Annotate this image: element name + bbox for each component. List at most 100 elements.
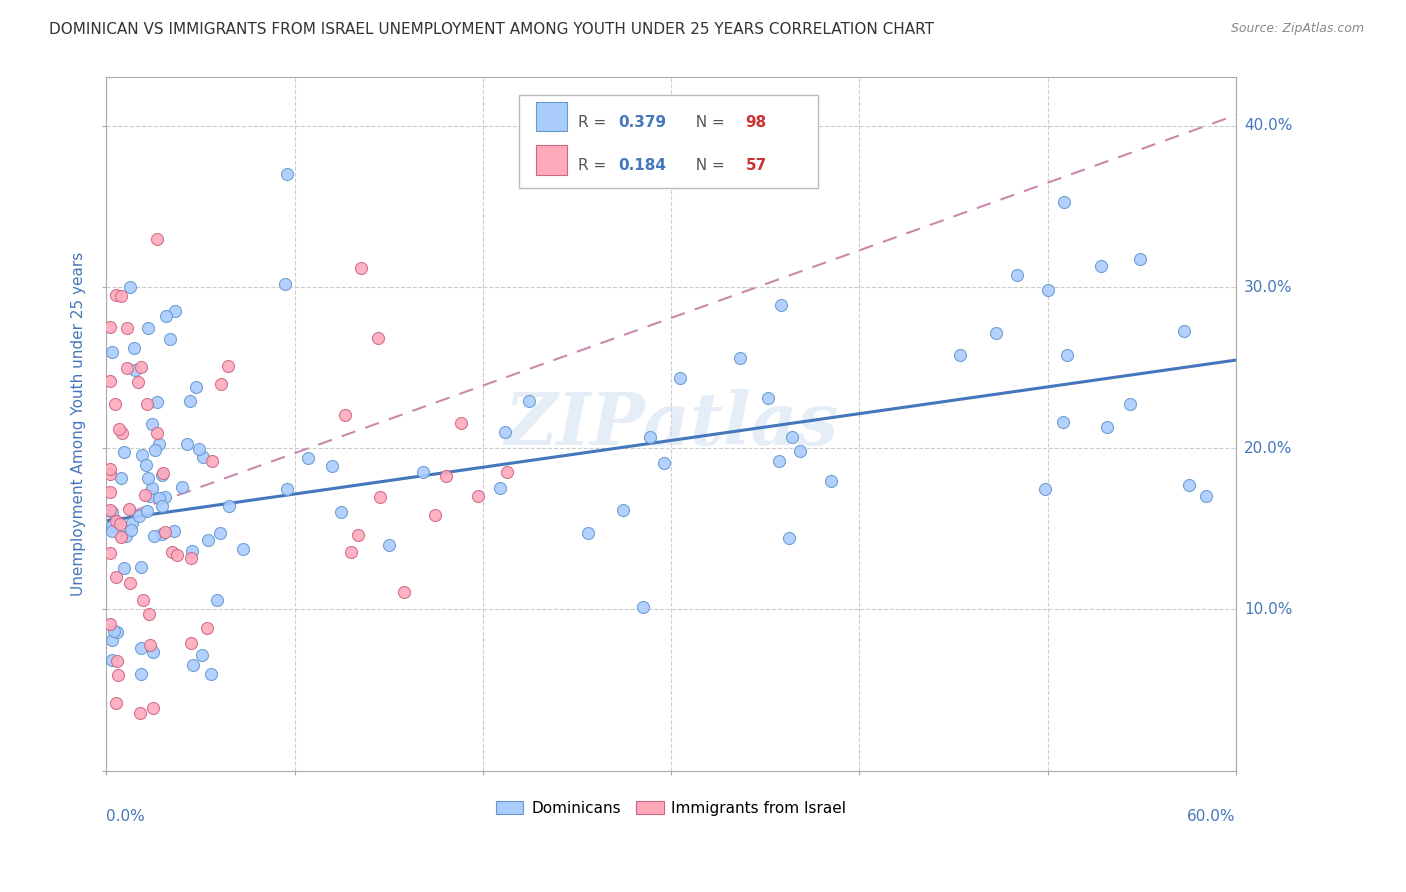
Point	[232, 541, 254, 556]
Point	[188, 442, 211, 456]
Point	[129, 560, 152, 574]
Point	[104, 397, 127, 411]
Point	[1129, 252, 1152, 267]
Text: 57: 57	[745, 159, 766, 173]
Point	[276, 167, 298, 181]
Text: 0.184: 0.184	[619, 159, 666, 173]
Point	[274, 277, 297, 291]
Legend: Dominicans, Immigrants from Israel: Dominicans, Immigrants from Israel	[489, 795, 852, 822]
FancyBboxPatch shape	[519, 95, 818, 188]
Point	[350, 260, 373, 275]
Text: 0.379: 0.379	[619, 115, 666, 130]
Point	[105, 625, 128, 640]
Point	[142, 529, 165, 543]
Point	[949, 348, 972, 362]
Point	[180, 635, 202, 649]
Point	[778, 532, 800, 546]
Text: 20.0%: 20.0%	[1244, 441, 1292, 456]
Point	[1097, 419, 1119, 434]
Text: 98: 98	[745, 115, 766, 130]
FancyBboxPatch shape	[536, 145, 567, 175]
Point	[148, 437, 170, 451]
Point	[756, 391, 779, 405]
Point	[122, 342, 145, 356]
Point	[98, 485, 121, 500]
Point	[367, 331, 389, 345]
Point	[321, 459, 343, 474]
Point	[1195, 490, 1218, 504]
Point	[104, 288, 127, 302]
Point	[129, 667, 152, 681]
Point	[986, 326, 1008, 341]
Point	[209, 526, 232, 541]
Point	[117, 502, 139, 516]
Point	[141, 417, 163, 431]
Text: N =: N =	[686, 115, 730, 130]
Text: N =: N =	[686, 159, 730, 173]
Point	[98, 319, 121, 334]
Point	[146, 425, 169, 440]
Point	[181, 658, 204, 673]
Point	[115, 321, 138, 335]
Point	[1119, 397, 1142, 411]
Point	[195, 621, 218, 635]
Point	[136, 471, 159, 485]
Point	[101, 505, 124, 519]
Point	[1052, 194, 1074, 209]
Point	[197, 533, 219, 547]
Point	[495, 465, 517, 479]
Point	[368, 490, 391, 504]
Point	[191, 450, 214, 464]
Point	[131, 448, 153, 462]
Point	[141, 481, 163, 495]
Point	[1178, 478, 1201, 492]
Point	[494, 425, 516, 440]
Point	[166, 549, 188, 563]
Point	[392, 585, 415, 599]
Point	[340, 545, 363, 559]
Point	[638, 430, 661, 444]
Point	[135, 397, 157, 411]
Point	[131, 592, 153, 607]
Point	[105, 654, 128, 668]
Point	[124, 362, 146, 376]
Point	[576, 526, 599, 541]
Point	[108, 516, 131, 531]
Point	[146, 395, 169, 409]
Point	[98, 462, 121, 476]
Text: 10.0%: 10.0%	[1244, 602, 1292, 617]
Point	[155, 309, 177, 323]
Point	[162, 545, 184, 559]
Point	[118, 280, 141, 294]
Point	[769, 298, 792, 312]
Point	[110, 289, 132, 303]
Point	[153, 490, 176, 504]
Point	[104, 569, 127, 583]
Point	[142, 645, 165, 659]
Point	[217, 359, 239, 373]
Point	[142, 701, 165, 715]
Point	[128, 509, 150, 524]
Text: Source: ZipAtlas.com: Source: ZipAtlas.com	[1230, 22, 1364, 36]
Point	[612, 503, 634, 517]
Point	[105, 514, 128, 528]
Point	[101, 653, 124, 667]
Point	[1036, 283, 1059, 297]
Point	[127, 375, 149, 389]
Point	[101, 344, 124, 359]
Point	[297, 450, 319, 465]
Point	[135, 458, 157, 472]
Point	[191, 648, 214, 662]
Point	[1033, 482, 1056, 496]
Point	[333, 409, 356, 423]
Text: R =: R =	[578, 159, 612, 173]
Point	[104, 696, 127, 710]
Point	[150, 468, 173, 483]
Point	[131, 640, 153, 655]
Point	[820, 475, 842, 489]
Point	[112, 561, 135, 575]
Point	[176, 437, 198, 451]
Point	[135, 504, 157, 518]
Text: 0.0%: 0.0%	[107, 809, 145, 824]
Point	[668, 371, 690, 385]
